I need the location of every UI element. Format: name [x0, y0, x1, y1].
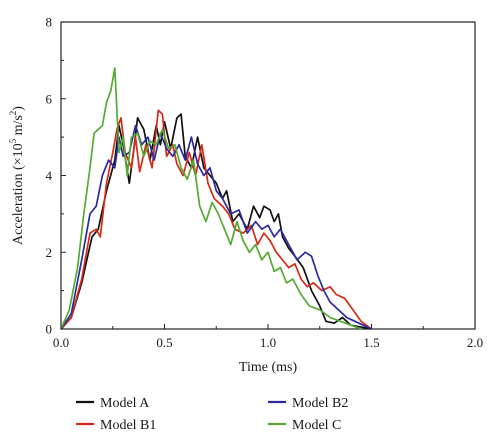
y-tick-label: 4 — [46, 168, 53, 183]
y-tick-label: 0 — [46, 322, 53, 337]
series-line-model-b1 — [60, 109, 373, 330]
series-line-model-a — [60, 113, 372, 330]
legend-label: Model B2 — [292, 396, 348, 411]
legend-label: Model C — [292, 418, 341, 433]
x-tick-label: 0.5 — [156, 335, 172, 350]
axes: 0.0 0.5 1.0 1.5 2.0 0 2 4 6 8 — [46, 15, 484, 351]
legend-label: Model B1 — [100, 418, 156, 433]
legend: Model A Model B2 Model B1 Model C — [76, 396, 348, 433]
x-tick-label: 0.0 — [53, 335, 69, 350]
plot-area — [60, 21, 476, 330]
x-tick-label: 1.5 — [363, 335, 379, 350]
x-tick-label: 1.0 — [260, 335, 276, 350]
legend-label: Model A — [100, 396, 150, 411]
series-lines — [60, 67, 373, 330]
series-line-model-c — [60, 67, 362, 330]
y-tick-label: 8 — [46, 15, 53, 30]
y-axis-title: Acceleration (×105 m/s2) — [8, 106, 26, 245]
y-tick-label: 6 — [46, 91, 53, 106]
series-line-model-b2 — [60, 124, 372, 330]
x-axis-title: Time (ms) — [239, 360, 298, 375]
plot-frame — [60, 21, 476, 330]
y-tick-label: 2 — [46, 245, 53, 260]
x-tick-label: 2.0 — [467, 335, 483, 350]
